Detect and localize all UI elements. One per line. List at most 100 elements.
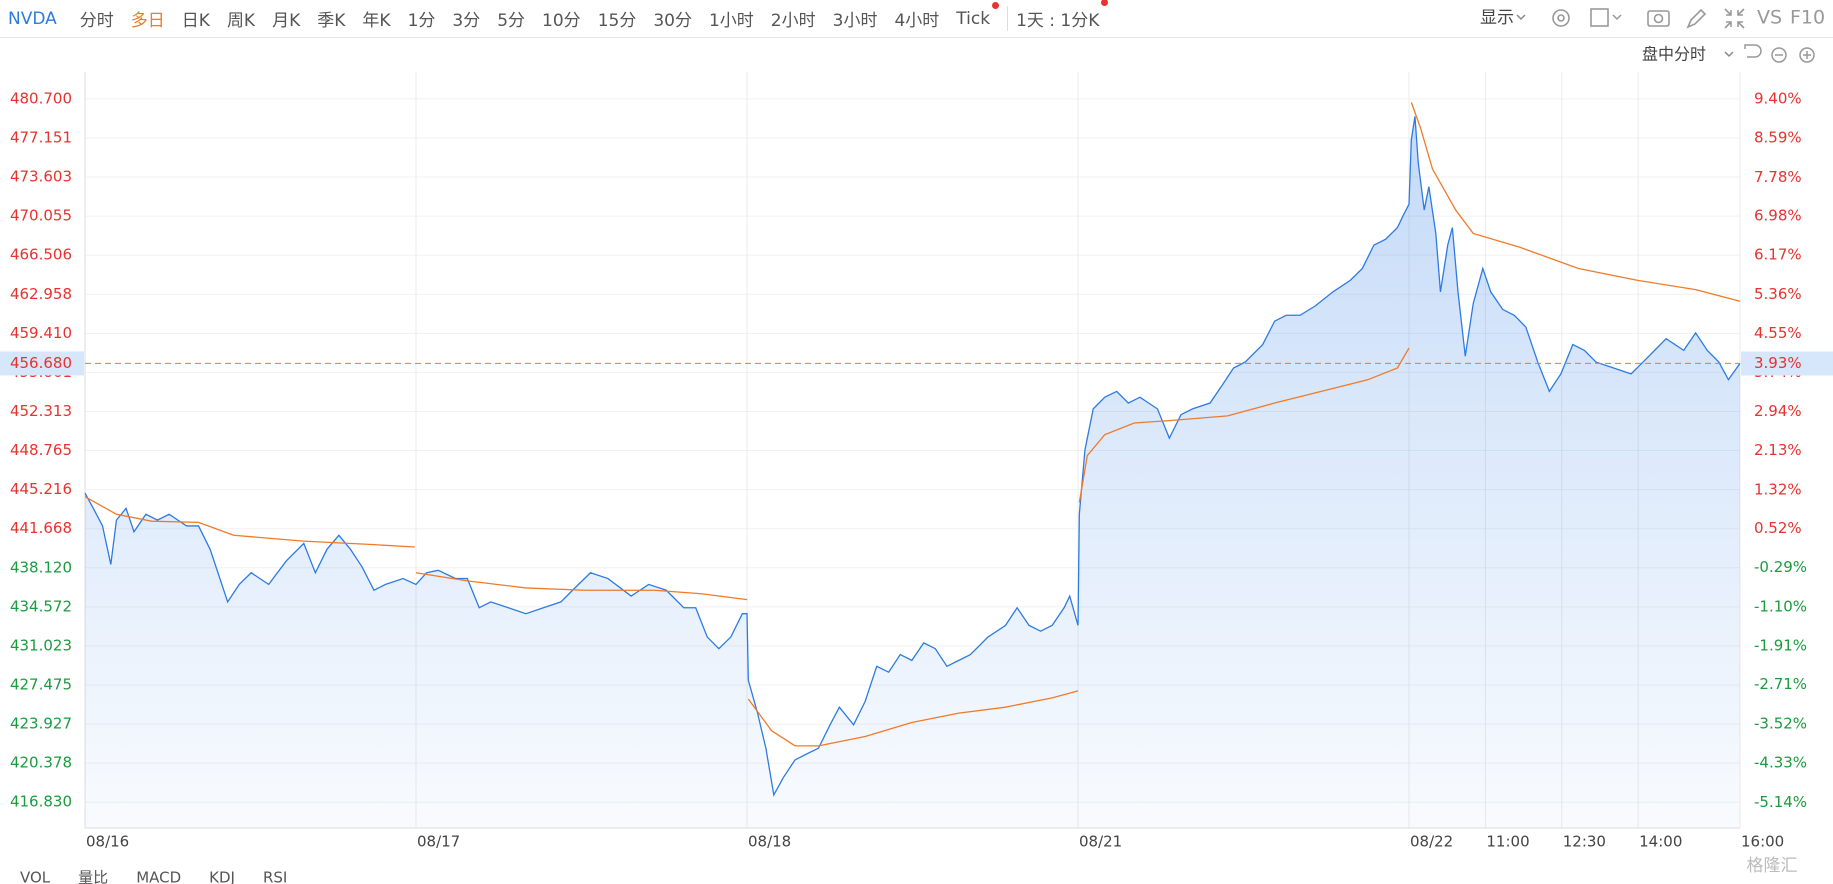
x-tick-label: 08/16 <box>86 833 129 851</box>
undo-icon[interactable] <box>1744 44 1762 58</box>
indicator-tab[interactable]: MACD <box>136 869 181 884</box>
y2-tick-label: 8.59% <box>1754 129 1802 147</box>
y2-tick-label: 7.78% <box>1754 168 1802 186</box>
y2-tick-label: 4.55% <box>1754 324 1802 342</box>
period-tab[interactable]: 年K <box>362 11 391 31</box>
indicator-tab[interactable]: RSI <box>263 869 287 884</box>
layout-icon[interactable] <box>1590 8 1609 27</box>
period-tab[interactable]: Tick <box>956 1 999 29</box>
y-tick-label: 473.603 <box>10 168 72 186</box>
y-tick-label: 438.120 <box>10 558 72 576</box>
y-tick-label: 445.216 <box>10 480 72 498</box>
y-tick-label: 434.572 <box>10 597 72 615</box>
camera-icon[interactable] <box>1647 10 1670 27</box>
settings-icon-core <box>1557 14 1565 22</box>
x-tick-label: 08/22 <box>1410 833 1453 851</box>
last-price-label: 456.680 <box>10 354 72 372</box>
period-tab[interactable]: 日K <box>181 11 210 31</box>
y2-tick-label: 9.40% <box>1754 89 1802 107</box>
period-tab[interactable]: 分时 <box>79 11 114 31</box>
indicator-tab[interactable]: KDJ <box>209 869 235 884</box>
y2-tick-label: 2.13% <box>1754 441 1802 459</box>
y2-tick-label: -4.33% <box>1754 754 1807 772</box>
y-tick-label: 462.958 <box>10 285 72 303</box>
x-tick-label: 11:00 <box>1486 833 1529 851</box>
y2-tick-label: -3.52% <box>1754 714 1807 732</box>
settings-icon[interactable] <box>1552 9 1570 27</box>
last-change-box <box>1741 351 1833 376</box>
range-menu[interactable]: 1天 : 1分K <box>1007 0 1109 31</box>
y2-tick-label: 6.98% <box>1754 206 1802 224</box>
period-tab[interactable]: 10分 <box>542 11 581 31</box>
avg-line <box>84 102 1741 747</box>
price-area <box>85 116 1740 829</box>
camera-lens <box>1653 13 1664 24</box>
y-tick-label: 420.378 <box>10 754 72 772</box>
vs-button[interactable]: VS <box>1757 7 1782 29</box>
indicator-tab[interactable]: VOL <box>20 869 51 884</box>
y-tick-label: 431.023 <box>10 636 72 654</box>
x-tick-label: 16:00 <box>1741 833 1784 851</box>
y-tick-label: 480.700 <box>10 89 72 107</box>
watermark: 格隆汇 <box>1747 856 1798 876</box>
period-tab[interactable]: 5分 <box>497 11 526 31</box>
period-tab[interactable]: 多日 <box>130 11 165 31</box>
period-tab[interactable]: 30分 <box>653 11 692 31</box>
period-tab[interactable]: 周K <box>226 11 256 31</box>
y2-tick-label: 5.36% <box>1754 285 1802 303</box>
y2-tick-label: 2.94% <box>1754 402 1802 420</box>
y-tick-label: 459.410 <box>10 324 72 342</box>
mode-menu[interactable]: 盘中分时 <box>1642 45 1706 64</box>
y-tick-label: 427.475 <box>10 676 72 694</box>
x-tick-label: 08/18 <box>748 833 791 851</box>
period-tab[interactable]: 季K <box>317 11 346 31</box>
y-tick-label: 466.506 <box>10 246 72 264</box>
y2-tick-label: -2.71% <box>1754 675 1807 693</box>
zoom-in[interactable] <box>1799 47 1815 63</box>
y-tick-label: 452.313 <box>10 402 72 420</box>
period-tab[interactable]: 1小时 <box>708 11 754 31</box>
toolbar: NVDA 分时 多日 日K 周K 月K 季K 年K 1分 3分 5分 10分 15分 30分 1小时 2小时 3… <box>0 0 1109 37</box>
y2-tick-label: -1.91% <box>1754 637 1807 655</box>
y2-tick-label: 0.52% <box>1754 519 1802 537</box>
period-tab[interactable]: 2小时 <box>770 11 816 31</box>
last-price-box <box>0 351 84 376</box>
y2-tick-label: -5.14% <box>1754 793 1807 811</box>
period-tab[interactable]: 3分 <box>452 11 481 31</box>
y2-tick-label: 6.17% <box>1754 246 1802 264</box>
y-tick-label: 441.668 <box>10 519 72 537</box>
zoom-out[interactable] <box>1771 47 1787 63</box>
plus <box>1803 51 1811 59</box>
y2-tick-label: -1.10% <box>1754 597 1807 615</box>
price-line <box>84 116 1741 797</box>
y-tick-label: 448.765 <box>10 441 72 459</box>
plot: 480.700 477.151 473.603 470.055 466.506 462.9… <box>0 72 1833 851</box>
shrink-icon[interactable] <box>1724 8 1745 29</box>
y-tick-label: 416.830 <box>10 793 72 811</box>
y-tick-label: 423.927 <box>10 715 72 733</box>
f10-button[interactable]: F10 <box>1790 7 1825 29</box>
x-tick-label: 12:30 <box>1563 833 1606 851</box>
period-tab[interactable]: 月K <box>272 11 301 31</box>
y-tick-label: 477.151 <box>10 128 72 146</box>
period-tab[interactable]: 4小时 <box>894 11 940 31</box>
y2-tick-label: 1.32% <box>1754 480 1802 498</box>
x-tick-label: 08/21 <box>1079 833 1122 851</box>
indicator-tab[interactable]: 量比 <box>78 869 108 884</box>
last-change-label: 3.93% <box>1754 354 1802 372</box>
draw-icon[interactable] <box>1686 8 1707 29</box>
chevron <box>1516 14 1526 21</box>
symbol: NVDA <box>8 8 57 29</box>
display-menu[interactable]: 显示 <box>1480 8 1514 28</box>
chevron <box>1612 14 1622 21</box>
chevron <box>1724 51 1734 58</box>
x-tick-label: 08/17 <box>417 833 460 851</box>
x-tick-label: 14:00 <box>1639 833 1682 851</box>
period-tab[interactable]: 3小时 <box>832 11 878 31</box>
period-tab[interactable]: 1分 <box>407 11 436 31</box>
y-tick-label: 470.055 <box>10 207 72 225</box>
y2-tick-label: -0.29% <box>1754 558 1807 576</box>
period-tab[interactable]: 15分 <box>597 11 637 31</box>
